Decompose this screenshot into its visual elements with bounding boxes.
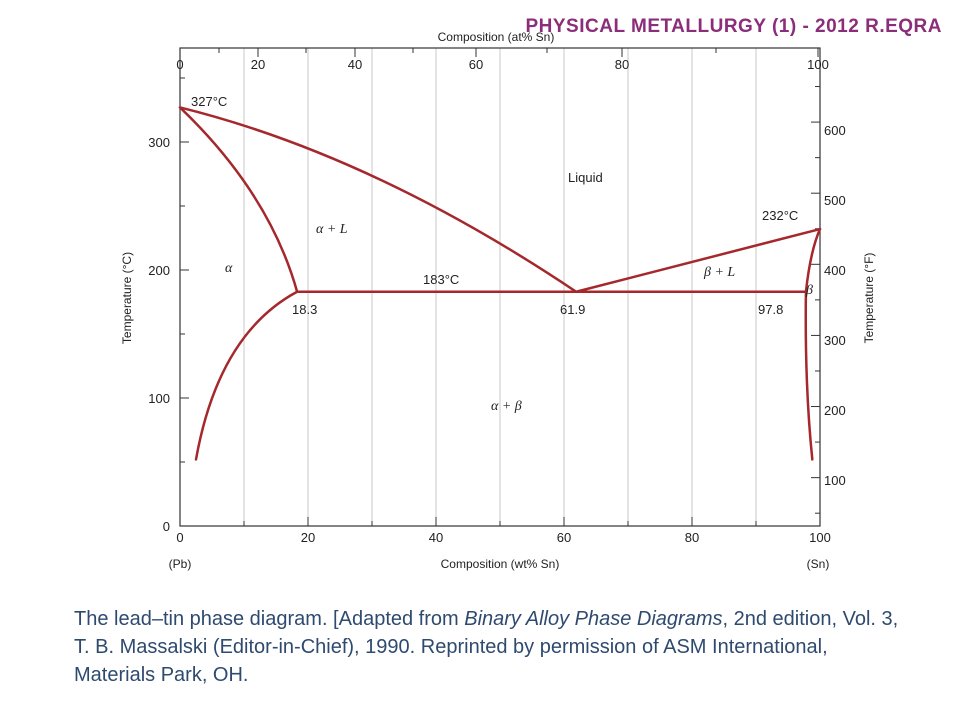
top-tick-label: 80 — [615, 57, 629, 72]
phase-diagram: Composition (at% Sn) 0 20 40 60 80 100 0… — [120, 30, 876, 571]
left-tick-label: 0 — [163, 519, 170, 534]
right-tick-label: 600 — [824, 123, 846, 138]
bottom-tick-label: 100 — [809, 530, 831, 545]
pb-end-label: (Pb) — [169, 557, 192, 571]
solidus-beta-curve — [804, 227, 822, 294]
pb-melting-point-label: 327°C — [191, 94, 227, 109]
phase-boundaries — [178, 106, 822, 461]
sn-melting-point-label: 232°C — [762, 208, 798, 223]
caption-text: , 2nd edition, Vol. 3, T. B. Massalski (… — [74, 608, 899, 686]
slide-header-title: PHYSICAL METALLURGY (1) - 2012 R.EQRA — [525, 16, 942, 37]
caption-text: The lead–tin phase diagram. [Adapted fro… — [74, 608, 465, 630]
caption-book-title: Binary Alloy Phase Diagrams — [464, 608, 723, 630]
solvus-alpha-curve — [194, 290, 299, 461]
top-tick-label: 20 — [251, 57, 265, 72]
top-tick-label: 60 — [469, 57, 483, 72]
bottom-axis-title: Composition (wt% Sn) — [441, 557, 560, 571]
grid-lines — [243, 48, 757, 526]
figure-caption: The lead–tin phase diagram. [Adapted fro… — [74, 605, 914, 689]
sn-end-label: (Sn) — [807, 557, 830, 571]
bottom-tick-label: 40 — [429, 530, 443, 545]
bottom-tick-label: 20 — [301, 530, 315, 545]
bottom-tick-label: 80 — [685, 530, 699, 545]
right-axis-title: Temperature (°F) — [862, 253, 876, 344]
top-axis-title: Composition (at% Sn) — [438, 30, 555, 44]
alpha-phase-label: α — [225, 261, 233, 276]
alpha-plus-liquid-label: α + L — [316, 222, 348, 237]
eutectic-composition-label: 61.9 — [560, 302, 585, 317]
left-axis-title: Temperature (°C) — [120, 252, 134, 344]
alpha-plus-beta-label: α + β — [491, 399, 522, 414]
beta-plus-liquid-label: β + L — [703, 265, 735, 280]
bottom-tick-label: 0 — [176, 530, 183, 545]
beta-phase-label: β — [805, 283, 813, 298]
left-tick-label: 100 — [148, 391, 170, 406]
alpha-solubility-limit-label: 18.3 — [292, 302, 317, 317]
liquidus-left-curve — [178, 106, 578, 294]
eutectic-temperature-label: 183°C — [423, 272, 459, 287]
top-tick-label: 40 — [348, 57, 362, 72]
beta-solubility-limit-label: 97.8 — [758, 302, 783, 317]
top-tick-label: 0 — [176, 57, 183, 72]
right-tick-label: 400 — [824, 263, 846, 278]
right-tick-label: 200 — [824, 403, 846, 418]
right-tick-label: 500 — [824, 193, 846, 208]
liquid-region-label: Liquid — [568, 170, 603, 185]
solvus-beta-curve — [804, 290, 814, 461]
left-tick-label: 200 — [148, 263, 170, 278]
top-tick-label: 100 — [807, 57, 829, 72]
right-tick-label: 100 — [824, 473, 846, 488]
liquidus-right-curve — [574, 227, 822, 294]
solidus-alpha-curve — [178, 106, 299, 294]
bottom-tick-label: 60 — [557, 530, 571, 545]
left-tick-label: 300 — [148, 135, 170, 150]
right-tick-label: 300 — [824, 333, 846, 348]
